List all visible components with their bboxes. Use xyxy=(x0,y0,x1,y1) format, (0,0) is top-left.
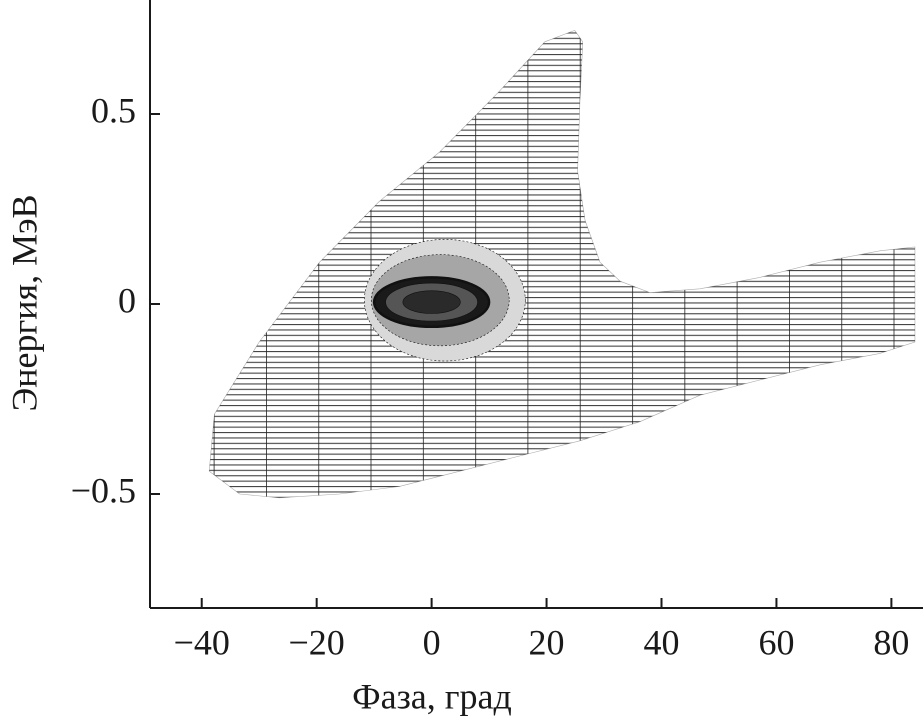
x-tick-label: 60 xyxy=(758,622,794,662)
x-tick-label: 20 xyxy=(529,622,565,662)
y-tick-label: −0.5 xyxy=(71,470,136,510)
y-tick-label: 0 xyxy=(118,280,136,320)
x-tick-label: 0 xyxy=(423,622,441,662)
x-tick-label: −20 xyxy=(289,622,345,662)
x-axis-label: Фаза, град xyxy=(352,676,512,716)
beam-contour xyxy=(402,290,461,314)
separatrix xyxy=(208,30,916,499)
y-tick-label: 0.5 xyxy=(91,90,136,130)
y-axis-label: Энергия, МэВ xyxy=(4,194,44,411)
x-tick-label: −40 xyxy=(174,622,230,662)
x-tick-label: 80 xyxy=(873,622,909,662)
x-tick-label: 40 xyxy=(644,622,680,662)
